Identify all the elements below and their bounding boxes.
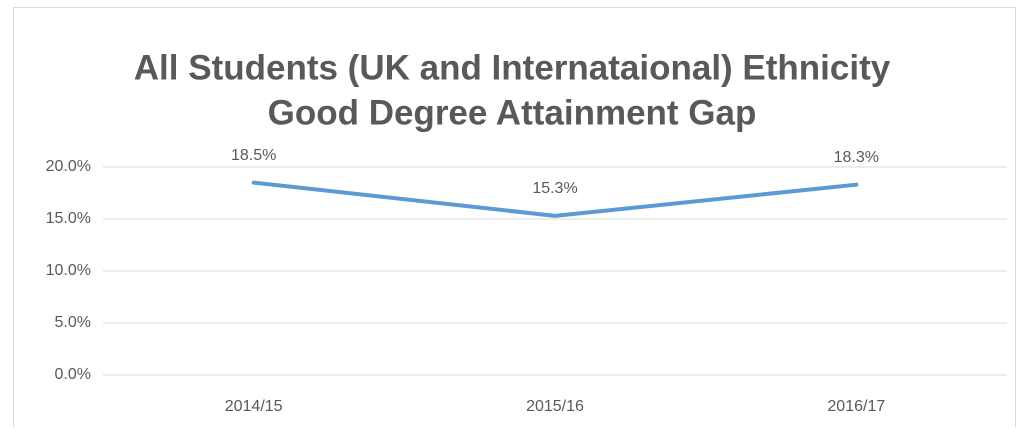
data-line: [251, 180, 859, 218]
x-tick-label: 2016/17: [827, 398, 885, 415]
chart-title: Good Degree Attainment Gap: [268, 93, 757, 132]
data-label: 15.3%: [532, 180, 577, 197]
x-tick-label: 2014/15: [225, 398, 283, 415]
x-tick-label: 2015/16: [526, 398, 584, 415]
y-tick-label: 15.0%: [46, 210, 91, 227]
y-tick-label: 0.0%: [55, 366, 91, 383]
y-tick-label: 5.0%: [55, 314, 91, 331]
data-label: 18.3%: [834, 149, 879, 166]
data-label: 18.5%: [231, 147, 276, 164]
y-tick-label: 20.0%: [46, 158, 91, 175]
y-tick-label: 10.0%: [46, 262, 91, 279]
chart-title: All Students (UK and Internataional) Eth…: [134, 48, 891, 87]
chart-frame: [13, 7, 1016, 432]
